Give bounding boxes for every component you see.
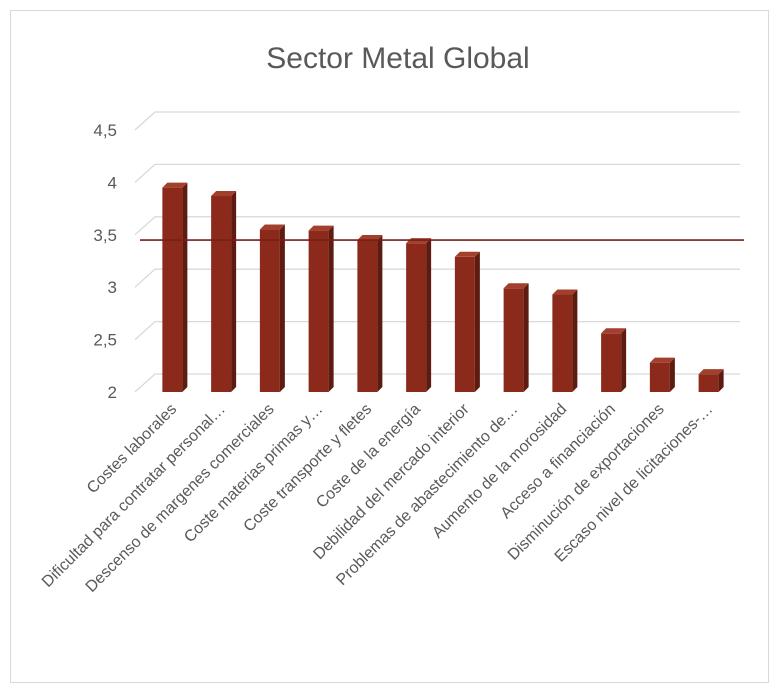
- bar-top: [259, 224, 285, 230]
- gridline: [134, 216, 740, 236]
- bar-top: [211, 191, 237, 197]
- bar-top: [162, 182, 188, 188]
- y-tick-label: 4: [108, 173, 117, 192]
- bar-top: [649, 357, 675, 363]
- bar-top: [698, 369, 724, 375]
- bar-top: [357, 235, 383, 241]
- bar-front: [259, 229, 280, 392]
- bar-side: [474, 251, 480, 392]
- bar: [406, 238, 432, 392]
- gridlines: [134, 111, 740, 393]
- bar-top: [601, 328, 627, 334]
- bar-side: [279, 224, 285, 392]
- bar-side: [523, 283, 529, 392]
- bar-front: [649, 362, 670, 392]
- y-tick-label: 4,5: [93, 121, 117, 140]
- chart-title: Sector Metal Global: [266, 42, 529, 75]
- x-tick-label: Dificultad para contratar personal…: [39, 401, 229, 591]
- bar: [698, 369, 724, 392]
- bar-side: [231, 191, 237, 392]
- bar-top: [503, 283, 529, 289]
- bar: [162, 182, 188, 392]
- gridline: [134, 320, 740, 341]
- gridline: [134, 373, 740, 393]
- bar-front: [503, 288, 524, 392]
- bar-top: [552, 289, 578, 295]
- bar-top: [308, 225, 334, 231]
- bar: [552, 289, 578, 392]
- bars: [162, 182, 724, 392]
- bar-front: [357, 240, 378, 392]
- bar: [308, 225, 334, 392]
- bar-side: [621, 328, 627, 392]
- x-tick-label: Problemas de abastecimiento de…: [333, 401, 521, 589]
- bar-front: [308, 230, 329, 392]
- x-tick-label: Descenso de margenes comerciales: [83, 401, 278, 596]
- bar: [357, 235, 383, 392]
- bar-side: [182, 182, 188, 392]
- bar: [259, 224, 285, 392]
- bar-side: [426, 238, 432, 392]
- gridline: [134, 111, 740, 131]
- bar-side: [718, 369, 724, 392]
- bar: [503, 283, 529, 392]
- bar-front: [454, 256, 475, 392]
- y-tick-label: 3: [108, 278, 117, 297]
- bar-side: [669, 357, 675, 392]
- bar-top: [454, 251, 480, 257]
- y-tick-label: 2,5: [93, 331, 117, 350]
- y-axis-ticks: 2 2,5 3 3,5 4 4,5: [93, 121, 117, 402]
- bar: [454, 251, 480, 392]
- bar-side: [572, 289, 578, 392]
- bar-side: [328, 225, 334, 392]
- gridline: [134, 268, 740, 288]
- bar-front: [552, 294, 573, 392]
- x-tick-label: Costes laborales: [84, 401, 180, 497]
- bar: [601, 328, 627, 392]
- y-tick-label: 2: [108, 383, 117, 402]
- gridline: [134, 163, 740, 183]
- bar-side: [377, 235, 383, 392]
- y-tick-label: 3,5: [93, 226, 117, 245]
- bar-front: [162, 187, 183, 392]
- bar-front: [211, 196, 232, 392]
- bar: [649, 357, 675, 392]
- bar-front: [698, 374, 719, 392]
- bar: [211, 191, 237, 392]
- bar-front: [601, 333, 622, 392]
- bar-front: [406, 243, 427, 392]
- chart-frame: [10, 10, 769, 683]
